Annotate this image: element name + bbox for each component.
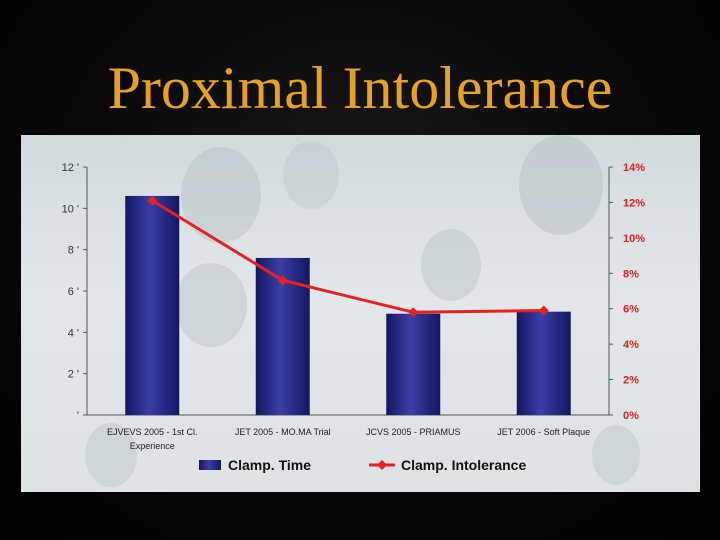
legend-marker-line — [377, 460, 387, 470]
bar-clamp-time — [386, 313, 441, 415]
background-balloons — [85, 135, 640, 487]
legend-label-line: Clamp. Intolerance — [401, 457, 526, 473]
category-label: JCVS 2005 - PRIAMUS — [366, 427, 461, 437]
left-tick-label: 10 ' — [62, 203, 79, 215]
category-label: Experience — [130, 441, 175, 451]
line-point-marker — [277, 275, 288, 286]
chart-panel: ' 2 ' 4 ' 6 ' 8 ' 10 ' 12 ' 0% 2% 4% 6% 8% 10% 12% 14%… — [21, 135, 700, 492]
right-tick-label: 12% — [623, 197, 645, 209]
left-tick-label: 4 ' — [68, 327, 79, 339]
combo-chart: ' 2 ' 4 ' 6 ' 8 ' 10 ' 12 ' 0% 2% 4% 6% 8% 10% 12% 14%… — [62, 135, 645, 487]
line-point-marker — [538, 305, 549, 316]
right-tick-label: 8% — [623, 268, 639, 280]
line-clamp-intolerance — [151, 199, 544, 314]
left-tick-label: 6 ' — [68, 286, 79, 298]
category-label: JET 2005 - MO.MA Trial — [235, 427, 331, 437]
right-tick-label: 4% — [623, 339, 639, 351]
legend-label-bar: Clamp. Time — [228, 457, 311, 473]
right-tick-label: 0% — [623, 410, 639, 422]
line-point-marker — [147, 195, 158, 206]
legend-swatch-bar — [199, 460, 221, 470]
left-tick-label: 12 ' — [62, 162, 79, 174]
left-tick-label: 2 ' — [68, 369, 79, 381]
line-point-marker — [408, 307, 419, 318]
right-tick-label: 10% — [623, 233, 645, 245]
category-label: JET 2006 - Soft Plaque — [497, 427, 590, 437]
category-label: EJVEVS 2005 - 1st Cl. — [107, 427, 198, 437]
slide-title: Proximal Intolerance — [107, 55, 613, 121]
right-tick-label: 14% — [623, 162, 645, 174]
left-tick-label: ' — [77, 410, 79, 422]
bar-clamp-time — [516, 311, 571, 415]
left-tick-label: 8 ' — [68, 245, 79, 257]
right-tick-label: 6% — [623, 304, 639, 316]
bar-clamp-time — [125, 195, 180, 415]
right-tick-label: 2% — [623, 375, 639, 387]
